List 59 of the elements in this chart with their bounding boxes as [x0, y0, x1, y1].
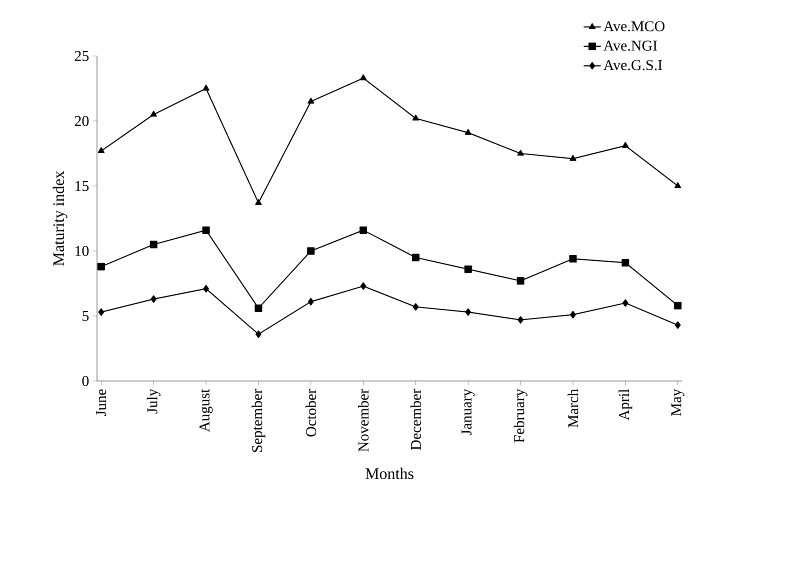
point [570, 310, 576, 318]
point [360, 282, 366, 290]
point [465, 308, 472, 316]
legend-label: Ave.G.S.I [603, 60, 662, 70]
point [256, 330, 262, 338]
point [97, 262, 105, 270]
x-tick-label: January [462, 388, 475, 436]
y-tick-label: 5 [82, 311, 89, 321]
y-tick-label: 0 [82, 376, 89, 386]
y-tick-label: 25 [74, 50, 89, 62]
x-tick-label: May [671, 388, 684, 416]
point [360, 226, 368, 234]
point [622, 299, 628, 307]
point [308, 298, 314, 306]
x-tick-label: October [306, 388, 316, 436]
point [674, 182, 682, 188]
x-tick-label: April [618, 389, 632, 420]
point [150, 110, 157, 117]
x-tick-label: June [96, 389, 106, 416]
point [569, 255, 577, 263]
y-tick-label: 15 [76, 180, 89, 192]
point [360, 74, 367, 80]
point [98, 147, 105, 154]
point [622, 142, 629, 148]
x-axis-title: Months [366, 468, 414, 480]
legend-label: Ave.MCO [603, 21, 664, 32]
point [570, 154, 576, 161]
point [255, 199, 262, 206]
point [412, 114, 420, 121]
point [202, 226, 210, 234]
point [674, 302, 682, 310]
y-tick-label: 20 [74, 116, 89, 126]
point [464, 265, 472, 273]
x-tick-label: November [358, 388, 369, 452]
point [516, 277, 524, 285]
point [254, 304, 262, 312]
point [518, 316, 524, 324]
y-axis-title: Maturity index [52, 170, 68, 266]
point [202, 84, 210, 91]
point [464, 128, 472, 135]
point [412, 303, 419, 311]
point [203, 284, 209, 292]
x-tick-label: February [514, 388, 528, 442]
point [98, 308, 104, 316]
point [150, 295, 157, 303]
x-tick-label: September [252, 388, 266, 452]
point [674, 321, 681, 329]
point [412, 254, 420, 262]
y-tick-label: 10 [76, 246, 89, 256]
x-tick-label: August [199, 388, 213, 432]
x-tick-label: March [568, 388, 578, 428]
point [622, 258, 630, 266]
point [308, 98, 314, 104]
point [517, 150, 524, 156]
legend-label: Ave.NGI [603, 40, 658, 51]
x-tick-label: December [410, 388, 421, 450]
point [307, 247, 315, 255]
x-tick-label: July [146, 388, 160, 414]
point [150, 240, 158, 248]
